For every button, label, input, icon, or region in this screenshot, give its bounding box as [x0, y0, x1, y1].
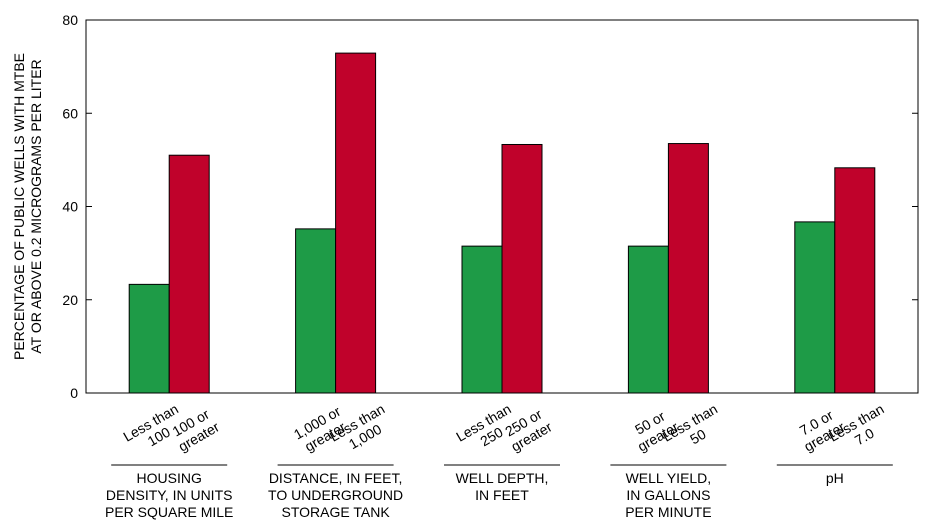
y-axis-label-line: PERCENTAGE OF PUBLIC WELLS WITH MTBE	[11, 53, 27, 360]
bar-4-2	[667, 143, 709, 394]
group-label-line: pH	[826, 470, 844, 486]
group-label-line: HOUSING	[137, 470, 202, 486]
group-label-line: IN GALLONS	[626, 487, 710, 503]
y-tick-label: 80	[62, 12, 78, 28]
group-label-line: WELL DEPTH,	[456, 470, 549, 486]
y-tick-label: 40	[62, 199, 78, 215]
bar-5-1	[794, 221, 836, 394]
group-label-line: PER SQUARE MILE	[105, 504, 233, 520]
group-label-line: STORAGE TANK	[282, 504, 391, 520]
bar-2-1	[295, 228, 337, 394]
group-label-line: DISTANCE, IN FEET,	[269, 470, 403, 486]
bar-4-1	[627, 245, 669, 394]
y-axis-label-line: AT OR ABOVE 0.2 MICROGRAMS PER LITER	[28, 59, 44, 353]
bar-category-label: Less than7.0	[826, 401, 895, 459]
bar-3-2	[501, 143, 543, 394]
y-tick-label: 60	[62, 105, 78, 121]
bar-category-label: Less than50	[660, 401, 729, 459]
bar-category-label-line: 50	[687, 426, 709, 448]
y-tick-label: 0	[70, 385, 78, 401]
group-label-line: TO UNDERGROUND	[268, 487, 403, 503]
y-axis-label: PERCENTAGE OF PUBLIC WELLS WITH MTBE AT O…	[11, 53, 44, 360]
bar-3-1	[461, 245, 503, 394]
group-label-line: PER MINUTE	[625, 504, 711, 520]
bars	[128, 52, 876, 394]
y-axis-ticks: 0 20 40 60 80	[62, 12, 918, 401]
bar-1-1	[128, 283, 170, 394]
group-label-line: DENSITY, IN UNITS	[106, 487, 233, 503]
y-tick-label: 20	[62, 292, 78, 308]
group-label-line: IN FEET	[475, 487, 529, 503]
group-label-line: WELL YIELD,	[626, 470, 712, 486]
bar-2-2	[335, 52, 377, 394]
bar-5-2	[834, 167, 876, 394]
bar-1-2	[168, 154, 210, 394]
